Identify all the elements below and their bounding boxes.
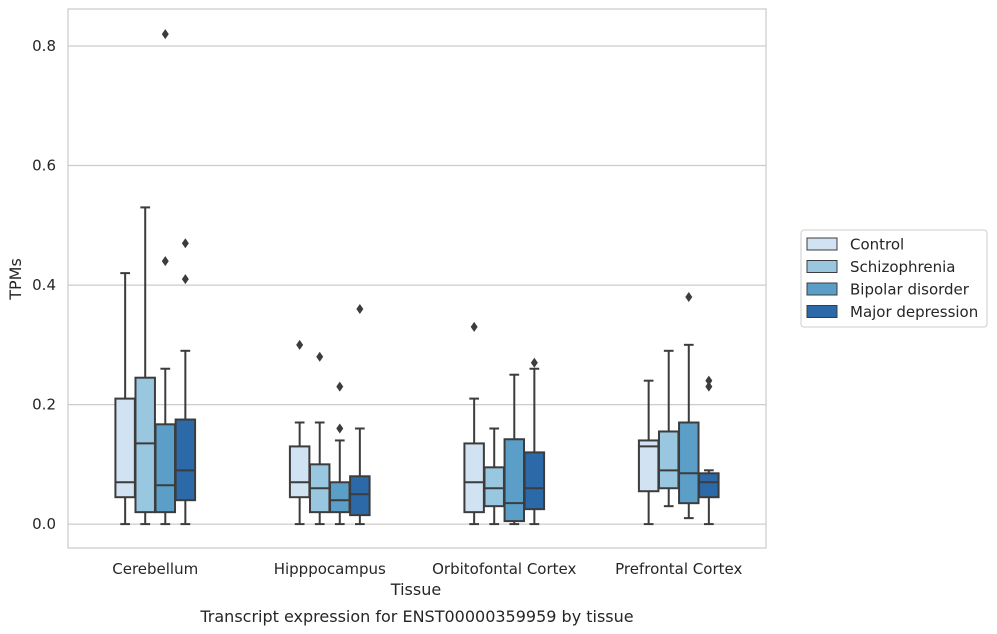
box bbox=[657, 430, 680, 490]
box bbox=[483, 466, 505, 508]
outlier-point bbox=[161, 29, 169, 40]
box bbox=[154, 423, 177, 514]
legend: Control Schizophrenia Bipolar disorder Majo… bbox=[800, 229, 988, 328]
box bbox=[329, 481, 351, 514]
x-tick-label: Orbitofontal Cortex bbox=[432, 560, 576, 578]
outlier-point bbox=[685, 292, 693, 303]
legend-frame bbox=[800, 229, 988, 328]
box bbox=[174, 418, 197, 502]
box bbox=[523, 451, 546, 511]
legend-label: Control bbox=[850, 236, 904, 254]
boxes bbox=[114, 29, 720, 526]
box-group bbox=[463, 321, 485, 526]
box-group bbox=[657, 349, 680, 508]
box-group bbox=[288, 339, 311, 526]
box-group bbox=[154, 29, 177, 526]
outlier-point bbox=[316, 351, 324, 362]
y-axis-label: TPMs bbox=[6, 258, 25, 301]
outlier-point bbox=[705, 375, 713, 386]
legend-swatch bbox=[806, 282, 838, 296]
box-group bbox=[483, 427, 505, 526]
x-tick-label: Prefrontal Cortex bbox=[615, 560, 742, 578]
legend-label: Schizophrenia bbox=[850, 258, 955, 276]
box bbox=[288, 445, 311, 499]
box-group bbox=[503, 373, 526, 526]
outlier-point bbox=[181, 238, 189, 249]
y-tick-label: 0.8 bbox=[32, 37, 56, 55]
x-tick-label: Hipppocampus bbox=[274, 560, 386, 578]
legend-label: Bipolar disorder bbox=[850, 281, 970, 299]
box-group bbox=[174, 238, 197, 526]
box-group bbox=[637, 379, 660, 526]
box bbox=[698, 472, 720, 499]
outlier-point bbox=[530, 357, 538, 368]
box-group bbox=[308, 351, 331, 526]
chart-caption: Transcript expression for ENST0000035995… bbox=[199, 607, 633, 626]
legend-swatch bbox=[806, 305, 838, 318]
outlier-point bbox=[470, 321, 478, 332]
box-group bbox=[349, 303, 371, 526]
legend-swatch bbox=[806, 260, 838, 273]
box bbox=[463, 442, 485, 514]
y-tick-label: 0.4 bbox=[32, 276, 56, 294]
outlier-point bbox=[336, 381, 344, 392]
box bbox=[637, 439, 660, 493]
box-group bbox=[134, 206, 156, 526]
outlier-point bbox=[161, 256, 169, 267]
box-group bbox=[523, 357, 546, 526]
y-tick-label: 0.6 bbox=[32, 157, 56, 175]
box bbox=[134, 376, 156, 514]
box bbox=[503, 438, 526, 523]
outlier-point bbox=[181, 274, 189, 285]
outlier-point bbox=[336, 423, 344, 434]
outlier-point bbox=[296, 339, 304, 350]
outlier-point bbox=[705, 381, 713, 392]
x-axis-label: Tissue bbox=[390, 580, 441, 599]
legend-swatch bbox=[806, 237, 838, 251]
x-tick-label: Cerebellum bbox=[112, 560, 198, 578]
x-tick-labels: Cerebellum Hipppocampus Orbitofontal Corte… bbox=[112, 560, 742, 578]
box bbox=[678, 421, 700, 505]
y-tick-labels: 0.0 0.2 0.4 0.6 0.8 bbox=[32, 37, 56, 533]
box-group bbox=[678, 292, 700, 520]
outlier-point bbox=[356, 303, 364, 314]
plot-frame bbox=[67, 8, 767, 549]
box-group bbox=[329, 381, 351, 526]
box bbox=[349, 475, 371, 517]
y-tick-label: 0.0 bbox=[32, 515, 56, 533]
box-group bbox=[698, 375, 720, 526]
y-tick-label: 0.2 bbox=[32, 396, 56, 414]
box-group bbox=[114, 272, 136, 526]
legend-label: Major depression bbox=[850, 303, 978, 321]
